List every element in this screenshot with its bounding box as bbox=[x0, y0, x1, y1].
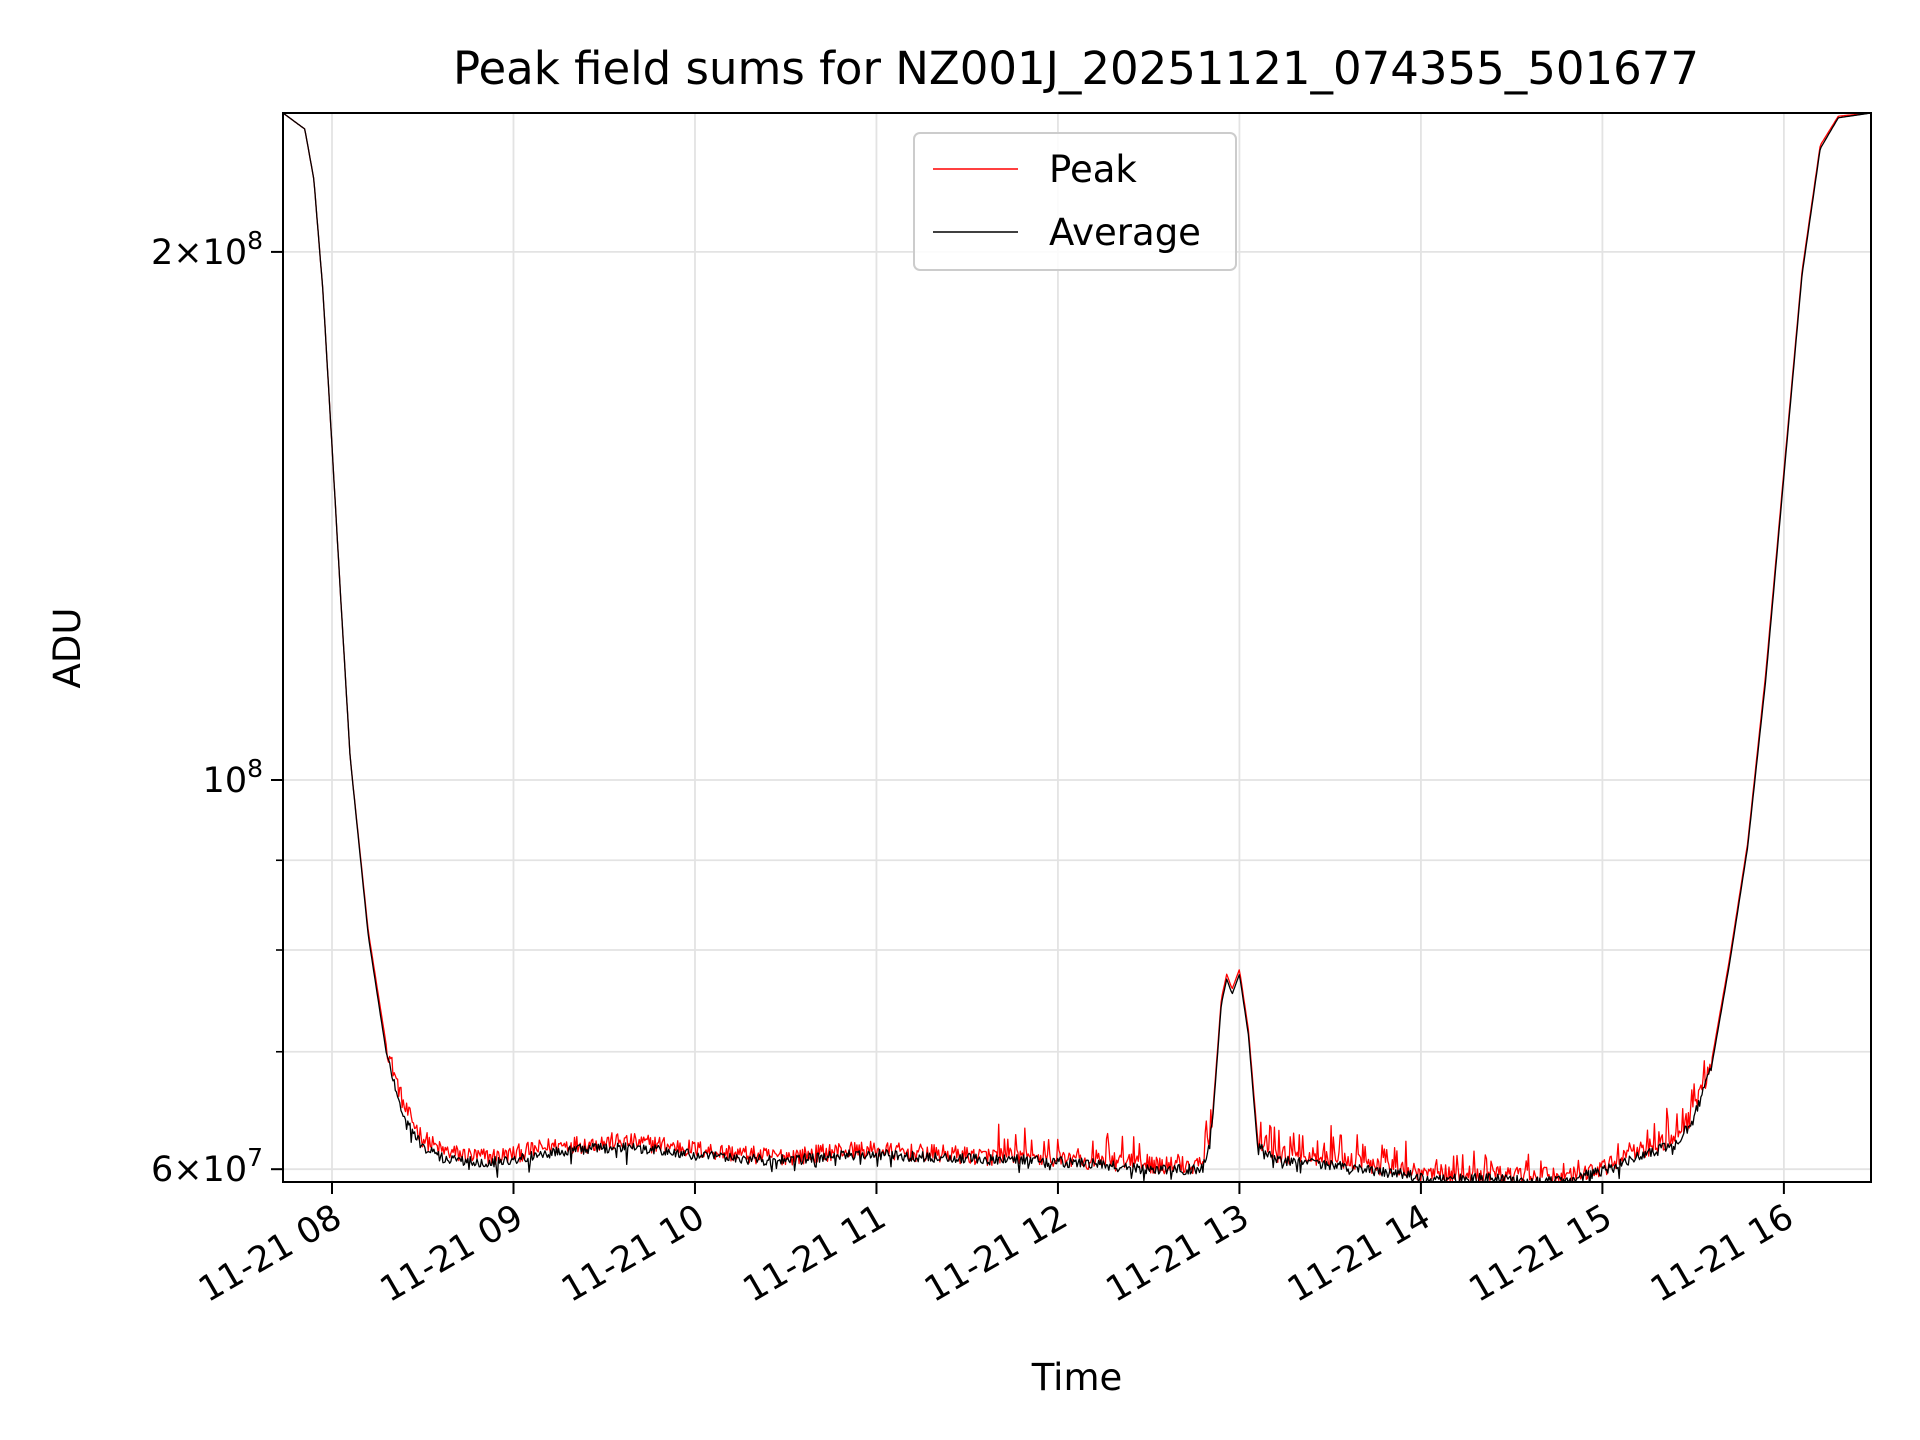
plot-frame bbox=[282, 112, 1872, 1183]
y-axis-label: ADU bbox=[46, 608, 89, 689]
series-layer bbox=[283, 113, 1871, 1182]
chart-title: Peak field sums for NZ001J_20251121_0743… bbox=[453, 42, 1699, 95]
series-line-peak bbox=[283, 113, 1871, 1182]
legend-label-average: Average bbox=[1049, 211, 1201, 254]
y-tick-label: 108 bbox=[203, 754, 263, 801]
legend-box bbox=[913, 132, 1237, 271]
x-axis-label: Time bbox=[1031, 1356, 1123, 1399]
legend: Peak Average bbox=[913, 132, 1237, 271]
series-line-average bbox=[283, 113, 1871, 1182]
y-tick-label: 2×108 bbox=[151, 226, 263, 273]
y-tick-label: 6×107 bbox=[151, 1143, 263, 1190]
legend-label-peak: Peak bbox=[1049, 148, 1137, 191]
